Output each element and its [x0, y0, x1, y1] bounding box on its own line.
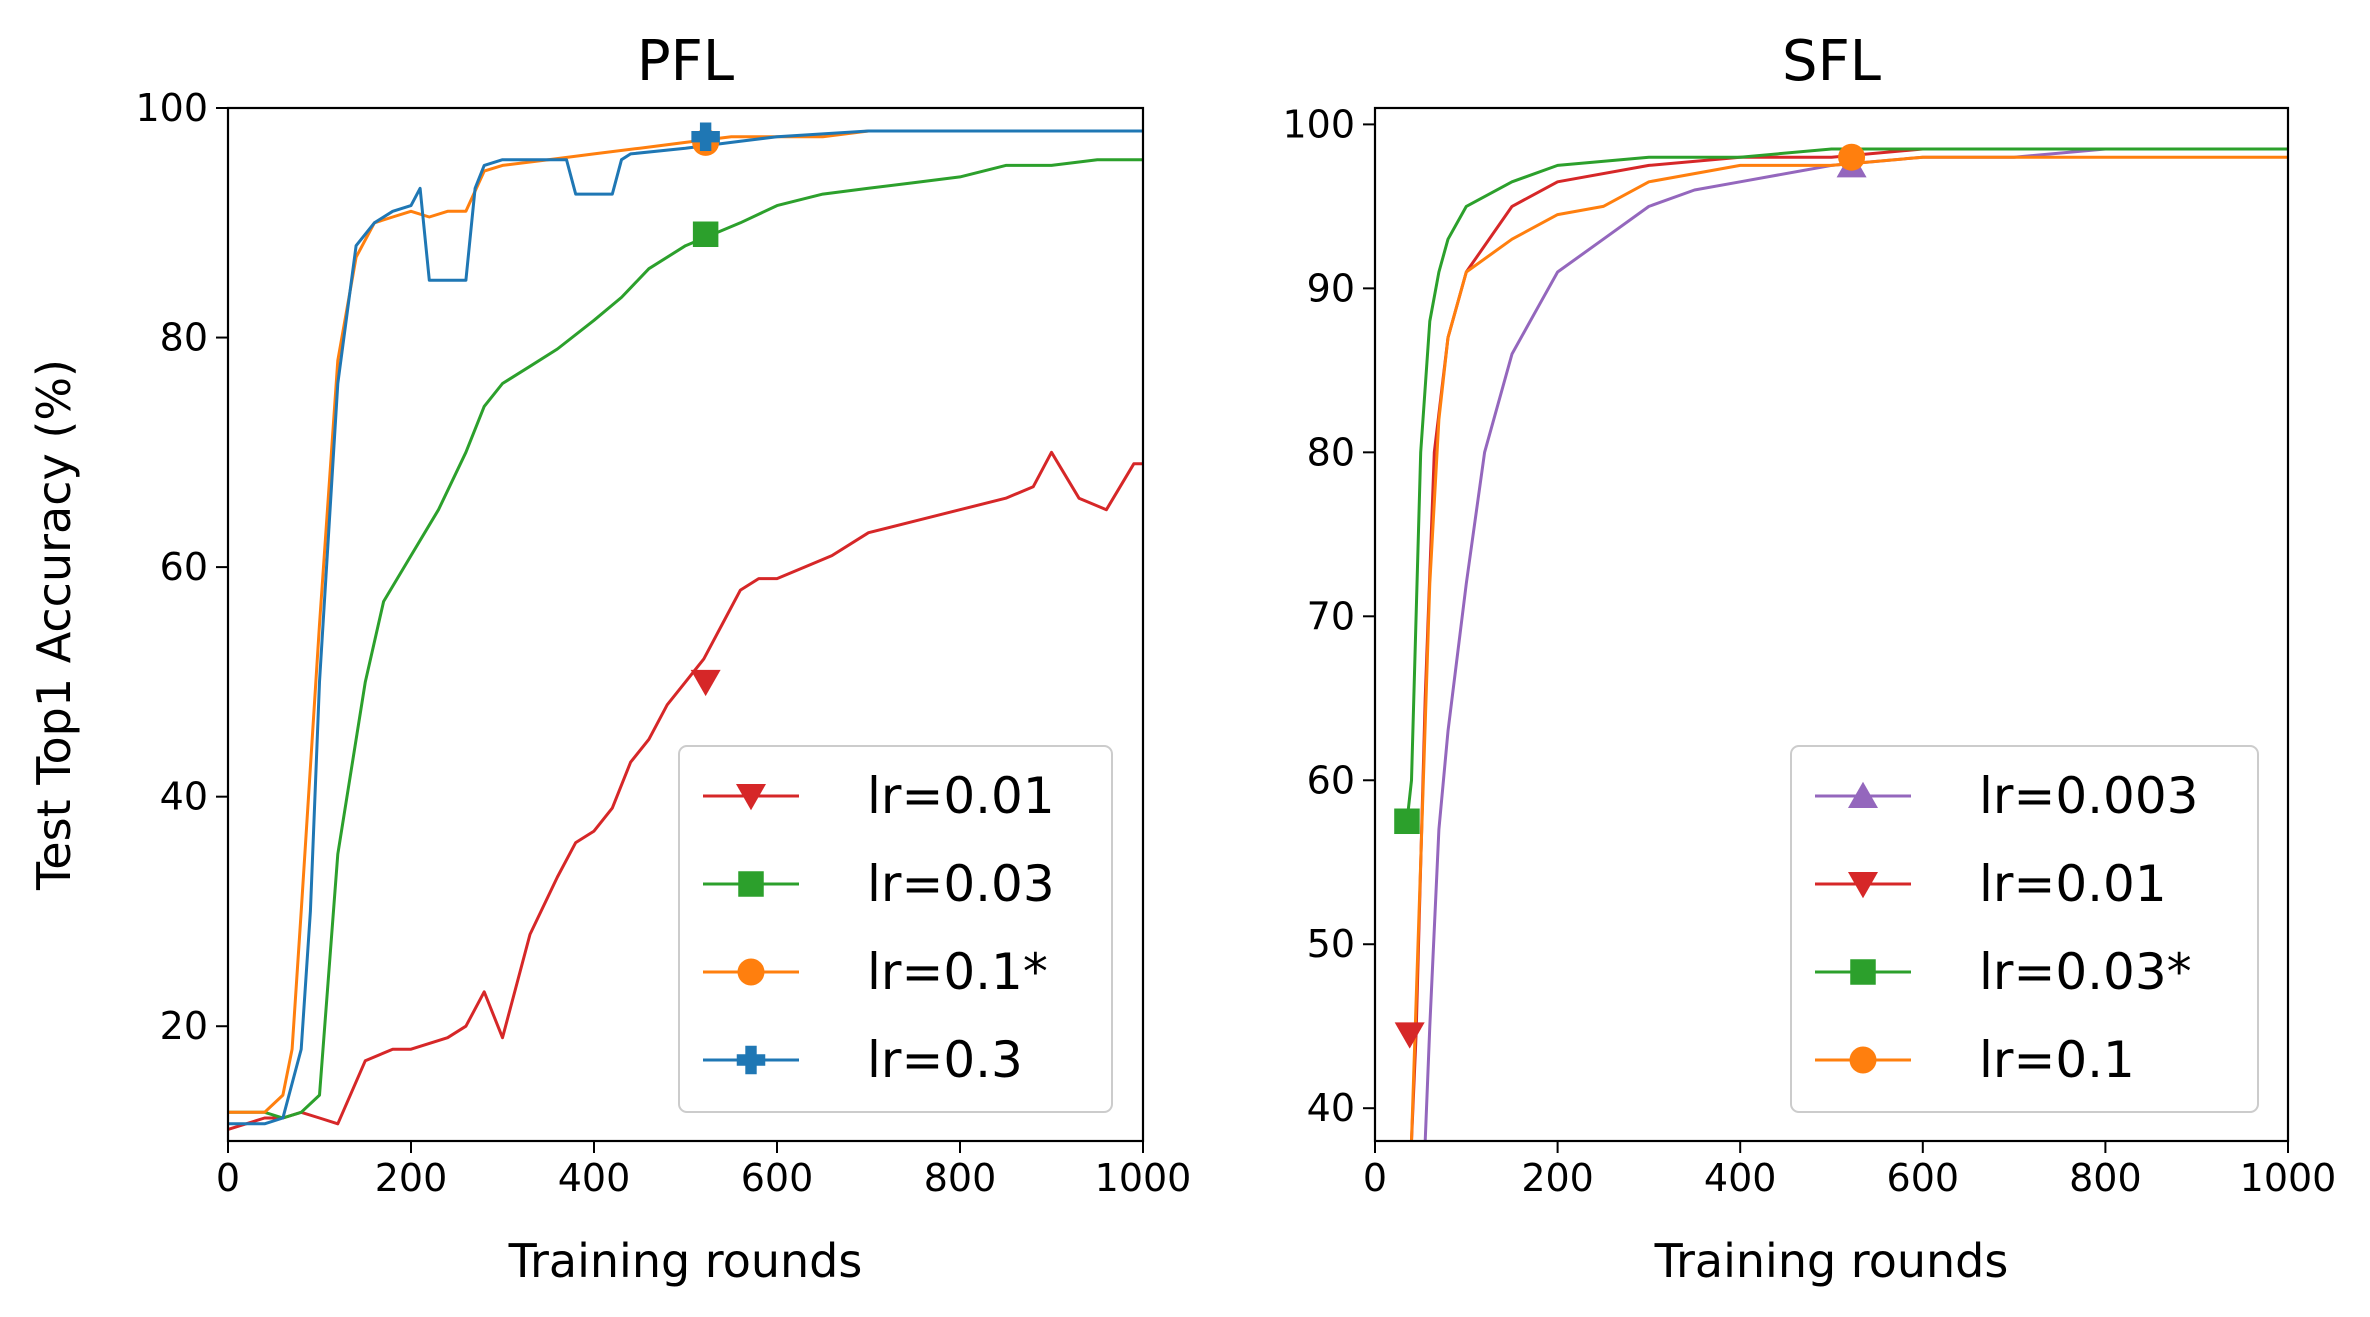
series-line-2	[228, 129, 1143, 1114]
legend-marker-0	[736, 784, 766, 811]
y-axis-label: Test Top1 Accuracy (%)	[27, 359, 81, 891]
legend-label-3: lr=0.3	[867, 1031, 1023, 1089]
chart-title: PFL	[637, 29, 734, 94]
axes-frame	[226, 106, 1145, 1143]
x-axis-label: Training rounds	[508, 1234, 863, 1288]
x-tick-label: 0	[1363, 1156, 1387, 1200]
series-marker-2	[1394, 808, 1420, 835]
legend-marker-3	[736, 1045, 766, 1075]
x-axis-label: Training rounds	[1654, 1234, 2009, 1288]
legend-box	[678, 745, 1113, 1113]
x-tick-label: 0	[216, 1156, 240, 1200]
legend-label-1: lr=0.03	[867, 855, 1055, 913]
x-tick-label: 400	[1704, 1156, 1777, 1200]
y-tick-label: 60	[160, 545, 208, 589]
legend-label-2: lr=0.1*	[867, 943, 1048, 1001]
series-line-1	[228, 158, 1143, 1120]
series-marker-3	[691, 122, 720, 151]
plot-area	[228, 122, 1143, 1131]
y-tick-label: 100	[1282, 102, 1355, 146]
series-line-0	[228, 450, 1143, 1131]
y-tick-label: 40	[1307, 1086, 1355, 1130]
sfl-chart: 0 200 400 600 800 1000 40 50 60 70 80 90 100 SFL Train…	[1282, 29, 2336, 1288]
legend-label-3: lr=0.1	[1979, 1031, 2135, 1089]
series-marker-1	[692, 221, 719, 248]
axes-frame	[1373, 106, 2290, 1143]
x-tick-label: 800	[2069, 1156, 2142, 1200]
series-marker-1	[1394, 1022, 1425, 1049]
legend-box	[1790, 745, 2259, 1113]
x-tick-label: 800	[924, 1156, 997, 1200]
y-tick-label: 20	[160, 1004, 208, 1048]
x-tick-label: 1000	[1095, 1156, 1192, 1200]
legend-marker-1	[1848, 872, 1878, 899]
legend-marker-2	[1850, 959, 1876, 985]
x-tick-label: 600	[741, 1156, 814, 1200]
y-tick-label: 70	[1307, 594, 1355, 638]
y-tick-label: 60	[1307, 758, 1355, 802]
y-tick-label: 80	[1307, 430, 1355, 474]
legend-marker-1	[738, 871, 764, 897]
legend-marker-3	[1849, 1046, 1877, 1074]
series-line-2	[1405, 147, 2288, 822]
legend-label-2: lr=0.03*	[1979, 943, 2192, 1001]
y-tick-label: 50	[1307, 922, 1355, 966]
chart-title: SFL	[1782, 29, 1881, 94]
legend-marker-0	[1848, 781, 1878, 808]
legend-label-0: lr=0.01	[867, 767, 1055, 825]
x-tick-label: 1000	[2240, 1156, 2337, 1200]
y-tick-label: 80	[160, 316, 208, 360]
series-marker-0	[690, 669, 721, 697]
x-tick-label: 200	[375, 1156, 448, 1200]
y-tick-label: 40	[160, 775, 208, 819]
series-line-3	[1410, 155, 2288, 1141]
legend: lr=0.01 lr=0.03 lr=0.1* lr=0.3	[678, 745, 1113, 1113]
legend: lr=0.003 lr=0.01 lr=0.03* lr=0.1	[1790, 745, 2259, 1113]
legend-label-0: lr=0.003	[1979, 767, 2198, 825]
pfl-chart: 0 200 400 600 800 1000 20 40 60 80 100 PFL Training …	[27, 29, 1191, 1288]
plot-area	[1394, 143, 2288, 1141]
legend-label-1: lr=0.01	[1979, 855, 2167, 913]
y-tick-label: 100	[135, 86, 208, 130]
legend-marker-2	[737, 958, 765, 986]
x-tick-label: 200	[1521, 1156, 1594, 1200]
y-tick-label: 90	[1307, 266, 1355, 310]
x-tick-label: 600	[1887, 1156, 1960, 1200]
series-marker-3	[1838, 143, 1866, 171]
x-tick-label: 400	[558, 1156, 631, 1200]
